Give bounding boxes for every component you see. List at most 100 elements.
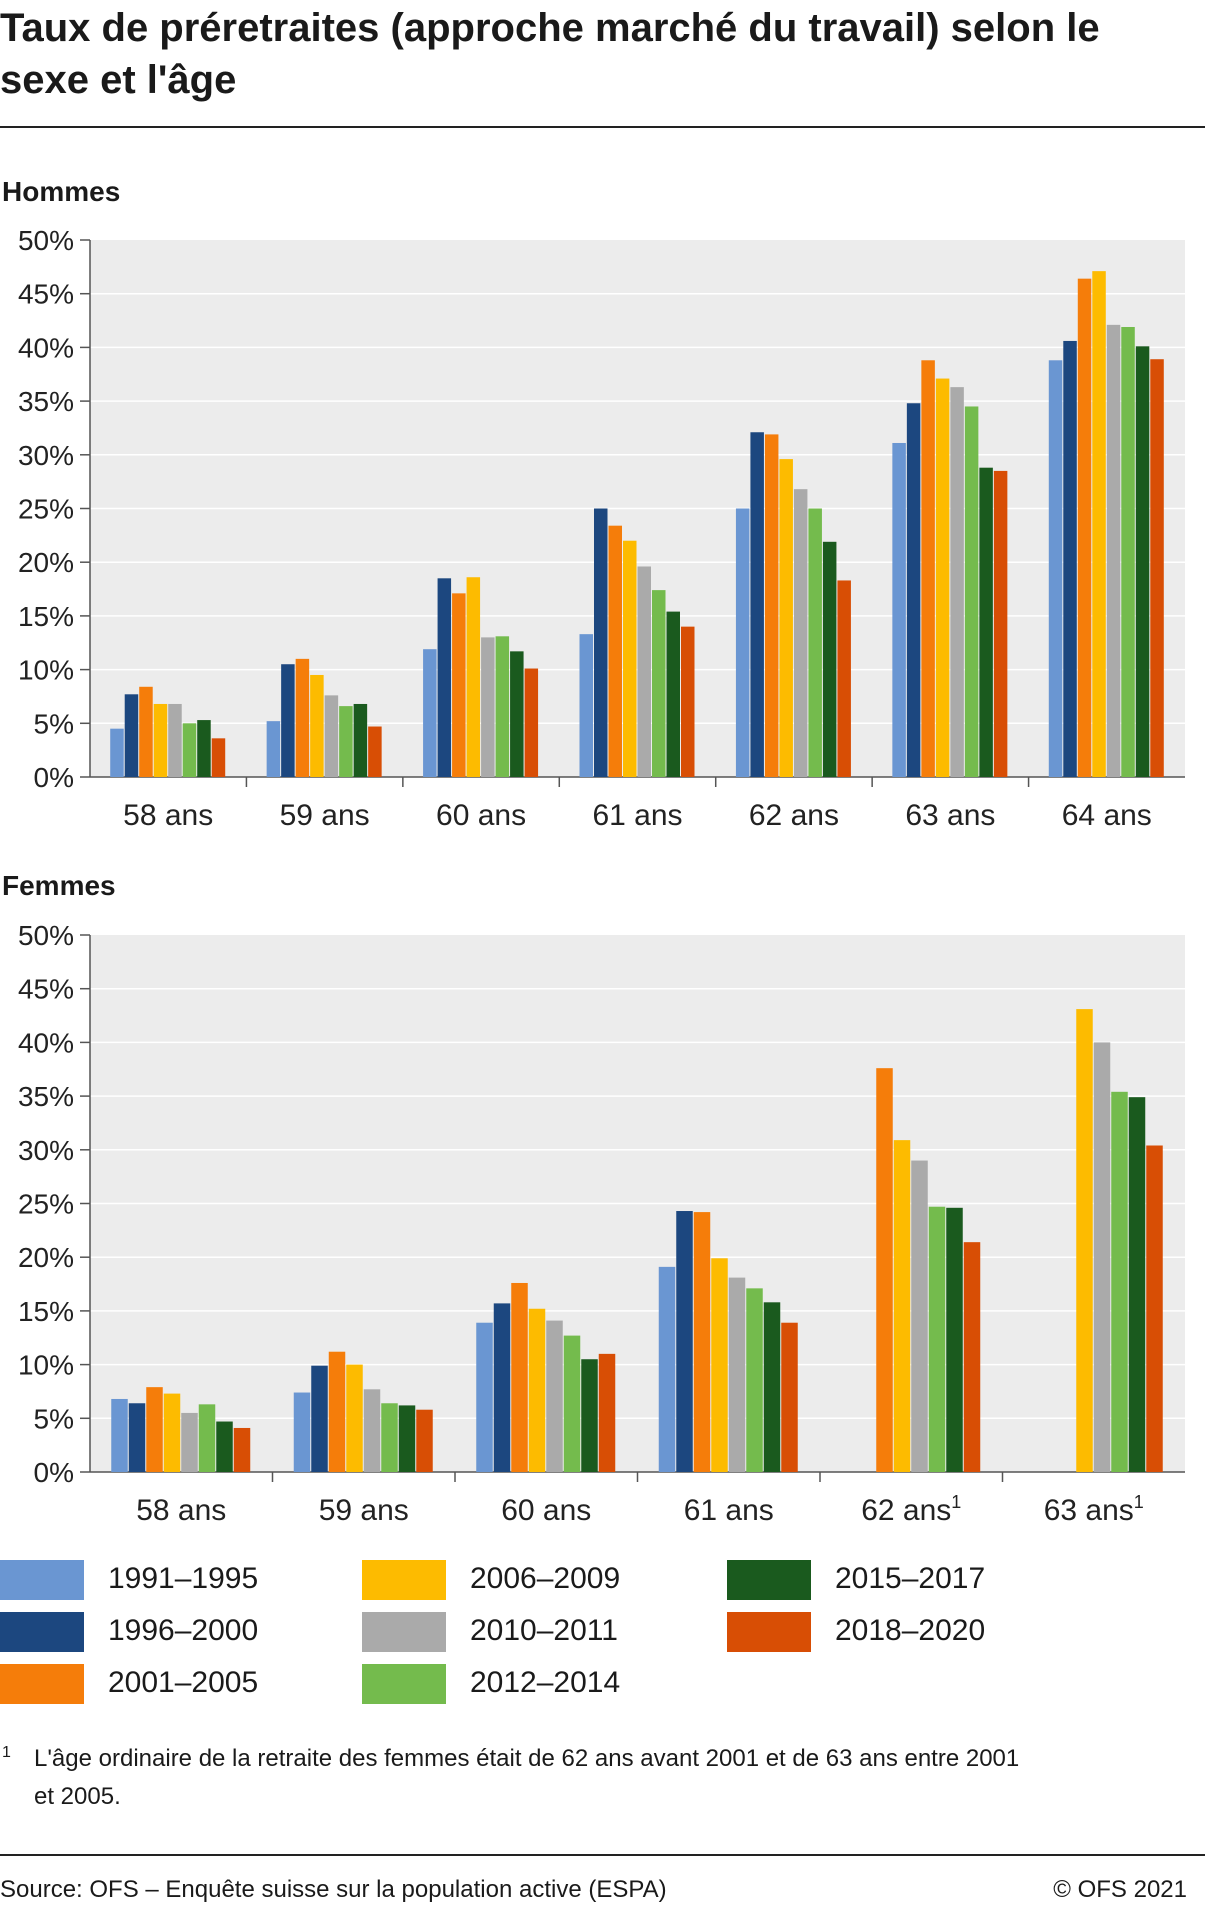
legend-label: 2015–2017: [835, 1562, 986, 1595]
bar-1991-1995-61-ans: [658, 1266, 676, 1472]
bar-2018-2020-62-ans: [963, 1242, 981, 1472]
bar-2006-2009-59-ans: [310, 674, 324, 777]
bar-2010-2011-59-ans: [324, 695, 339, 777]
bar-2010-2011-61-ans: [637, 566, 651, 777]
x-tick-label-59-ans: 59 ans: [319, 1494, 409, 1527]
bar-1996-2000-59-ans: [281, 664, 295, 777]
bar-2001-2005-62-ans: [876, 1068, 893, 1472]
y-tick-label: 45%: [18, 279, 74, 310]
y-tick-label: 0%: [34, 1457, 74, 1488]
bar-2006-2009-62-ans: [893, 1140, 911, 1472]
bar-2006-2009-64-ans: [1092, 271, 1106, 777]
bar-2006-2009-61-ans: [623, 540, 637, 777]
bar-1991-1995-60-ans: [476, 1322, 493, 1472]
bar-2010-2011-60-ans: [546, 1320, 563, 1472]
y-tick-label: 35%: [18, 1081, 74, 1112]
bar-1991-1995-60-ans: [423, 649, 437, 777]
bar-1996-2000-63-ans: [906, 403, 921, 777]
legend-label: 2006–2009: [470, 1562, 621, 1595]
y-tick-label: 45%: [18, 974, 74, 1005]
bar-2012-2014-58-ans: [182, 723, 197, 777]
bar-2012-2014-60-ans: [495, 636, 510, 777]
footnote-ref: 1: [1134, 1492, 1144, 1512]
y-tick-label: 25%: [18, 1189, 74, 1220]
y-tick-label: 40%: [18, 332, 74, 363]
bar-2001-2005-62-ans: [764, 434, 779, 777]
x-tick-label-62-ans: 62 ans: [749, 799, 839, 832]
bar-2010-2011-64-ans: [1106, 324, 1121, 777]
bar-2006-2009-58-ans: [153, 703, 168, 777]
bar-2010-2011-58-ans: [168, 703, 182, 777]
legend-label: 2010–2011: [470, 1614, 618, 1647]
bar-2018-2020-59-ans: [368, 726, 382, 777]
bar-2001-2005-61-ans: [693, 1212, 711, 1472]
y-tick-label: 25%: [18, 494, 74, 525]
y-tick-label: 15%: [18, 1296, 74, 1327]
bar-2015-2017-63-ans: [979, 467, 993, 777]
bar-1991-1995-59-ans: [266, 721, 281, 777]
y-tick-label: 35%: [18, 386, 74, 417]
x-tick-label-60-ans: 60 ans: [501, 1494, 591, 1527]
bar-2015-2017-61-ans: [763, 1302, 781, 1472]
bar-1996-2000-58-ans: [124, 694, 139, 777]
bar-2018-2020-58-ans: [211, 738, 226, 777]
bar-2018-2020-59-ans: [416, 1409, 433, 1472]
y-tick-label: 30%: [18, 440, 74, 471]
bar-1996-2000-64-ans: [1063, 340, 1077, 777]
bar-2010-2011-58-ans: [181, 1412, 198, 1472]
copyright: © OFS 2021: [1053, 1876, 1187, 1903]
x-tick-label-58-ans: 58 ans: [136, 1494, 226, 1527]
bar-2018-2020-58-ans: [233, 1427, 251, 1472]
bar-2001-2005-59-ans: [328, 1351, 346, 1472]
x-tick-label-61-ans: 61 ans: [684, 1494, 774, 1527]
footer-divider: [0, 1854, 1205, 1856]
legend-swatch: [0, 1560, 84, 1600]
bar-1991-1995-61-ans: [579, 634, 593, 777]
bar-2015-2017-60-ans: [581, 1359, 598, 1472]
bar-1991-1995-63-ans: [892, 442, 906, 777]
x-tick-label-60-ans: 60 ans: [436, 799, 526, 832]
bar-1996-2000-60-ans: [493, 1303, 511, 1472]
source-note: Source: OFS – Enquête suisse sur la popu…: [0, 1876, 667, 1903]
bar-1996-2000-58-ans: [128, 1403, 146, 1472]
bar-2006-2009-60-ans: [528, 1308, 546, 1472]
x-tick-label-63-ans: 63 ans1: [1044, 1492, 1144, 1527]
bar-2018-2020-60-ans: [598, 1353, 616, 1472]
bar-2012-2014-61-ans: [746, 1288, 763, 1472]
y-tick-label: 30%: [18, 1135, 74, 1166]
bar-1991-1995-62-ans: [735, 508, 750, 777]
y-tick-label: 20%: [18, 547, 74, 578]
bar-2012-2014-63-ans: [1111, 1091, 1128, 1472]
bar-2006-2009-60-ans: [466, 577, 481, 777]
bar-2006-2009-61-ans: [711, 1258, 728, 1472]
bar-2015-2017-58-ans: [216, 1421, 233, 1472]
bar-2001-2005-58-ans: [146, 1387, 163, 1472]
bar-2001-2005-59-ans: [295, 658, 310, 777]
legend-swatch: [362, 1560, 446, 1600]
bar-1996-2000-59-ans: [311, 1365, 328, 1472]
legend-swatch: [362, 1664, 446, 1704]
bar-2012-2014-63-ans: [964, 406, 979, 777]
bar-1991-1995-58-ans: [110, 728, 124, 777]
x-tick-label-59-ans: 59 ans: [280, 799, 370, 832]
x-tick-label-58-ans: 58 ans: [123, 799, 213, 832]
bar-1991-1995-59-ans: [293, 1392, 311, 1472]
bar-2012-2014-61-ans: [652, 590, 666, 777]
bar-2001-2005-63-ans: [921, 360, 935, 777]
bar-1996-2000-62-ans: [750, 432, 764, 777]
bar-2010-2011-61-ans: [728, 1277, 746, 1472]
legend-label: 1996–2000: [108, 1614, 259, 1647]
chart-title-femmes: Femmes: [2, 870, 116, 901]
bar-2001-2005-60-ans: [452, 593, 466, 777]
bar-2010-2011-62-ans: [793, 489, 808, 777]
bar-2018-2020-63-ans: [1146, 1145, 1163, 1472]
bar-2012-2014-58-ans: [198, 1404, 216, 1472]
bar-2006-2009-63-ans: [935, 378, 950, 777]
y-tick-label: 50%: [18, 920, 74, 951]
bar-2012-2014-59-ans: [381, 1403, 398, 1472]
legend-swatch: [0, 1612, 84, 1652]
bar-2012-2014-59-ans: [339, 706, 353, 777]
bar-2006-2009-63-ans: [1076, 1009, 1093, 1472]
bar-2010-2011-59-ans: [363, 1389, 381, 1472]
bar-1996-2000-61-ans: [594, 508, 608, 777]
